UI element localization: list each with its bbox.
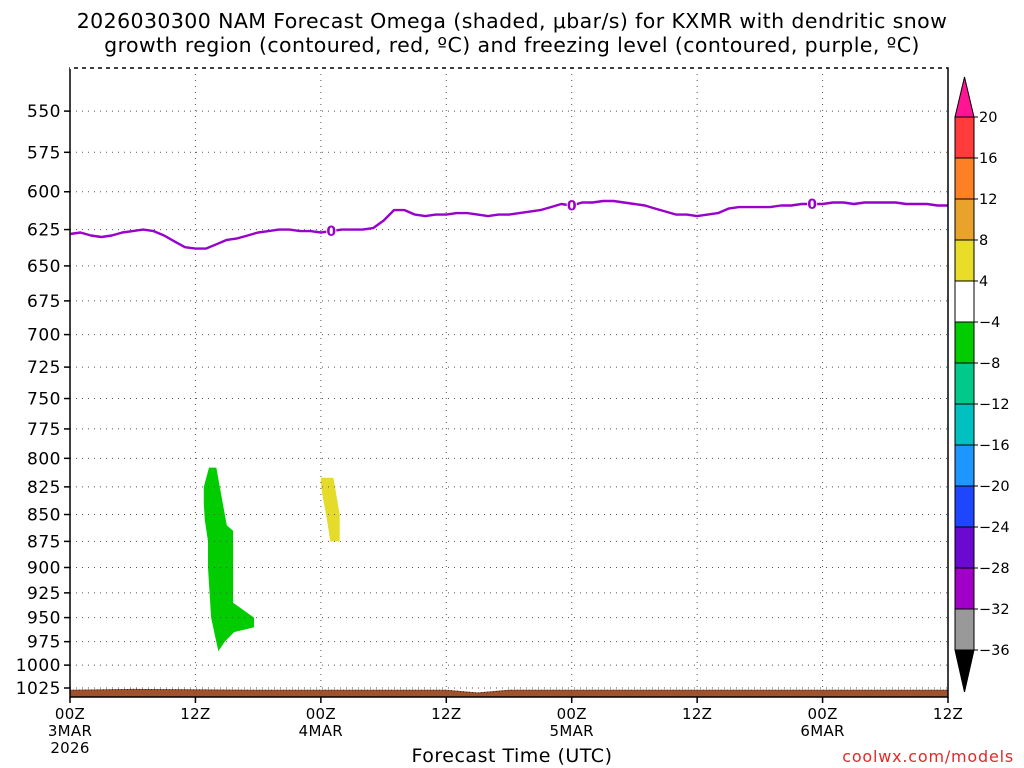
chart-title-line-1: 2026030300 NAM Forecast Omega (shaded, μ… <box>76 9 948 33</box>
colorbar-box-9 <box>954 444 975 487</box>
x-tick-label-h48-0: 00Z <box>557 705 587 723</box>
x-tick-label-h36-0: 12Z <box>431 705 461 723</box>
colorbar-top-arrow <box>954 76 975 118</box>
colorbar-box-8 <box>954 403 975 446</box>
omega-shaded-region-1 <box>203 467 254 652</box>
colorbar-label-1: 16 <box>979 151 997 167</box>
x-tick-label-h60-0: 12Z <box>682 705 712 723</box>
x-tick-label-h12-0: 12Z <box>180 705 210 723</box>
y-tick-label-700: 700 <box>27 326 61 346</box>
y-tick-label-775: 775 <box>27 420 61 440</box>
colorbar-label-3: 8 <box>979 233 988 249</box>
x-tick-label-h72-1: 6MAR <box>800 722 844 740</box>
y-tick-label-875: 875 <box>27 532 61 552</box>
x-tick-label-h0-1: 3MAR <box>48 722 92 740</box>
colorbar-box-12 <box>954 567 975 610</box>
colorbar-label-2: 12 <box>979 192 997 208</box>
colorbar-label-9: −20 <box>979 479 1010 495</box>
y-tick-label-950: 950 <box>27 609 61 629</box>
colorbar-box-5 <box>954 280 975 323</box>
y-tick-label-650: 650 <box>27 257 61 277</box>
colorbar-box-4 <box>954 239 975 282</box>
y-tick-label-625: 625 <box>27 221 61 241</box>
freezing-level-label-bg <box>566 199 577 212</box>
colorbar-box-1 <box>954 116 975 159</box>
x-tick-label-h24-1: 4MAR <box>299 722 343 740</box>
y-tick-label-600: 600 <box>27 183 61 203</box>
x-tick-label-h0-2: 2026 <box>50 739 89 757</box>
omega-shaded-region-2 <box>320 477 340 542</box>
y-tick-label-825: 825 <box>27 478 61 498</box>
freezing-level-line <box>69 199 948 250</box>
colorbar-label-0: 20 <box>979 110 997 126</box>
freezing-level-label: 0 <box>567 199 577 215</box>
colorbar-label-12: −32 <box>979 602 1010 618</box>
source-credit: coolwx.com/models <box>842 747 1014 766</box>
colorbar-label-11: −28 <box>979 561 1010 577</box>
colorbar-bottom-arrow <box>954 649 975 693</box>
y-tick-label-975: 975 <box>27 633 61 653</box>
colorbar-label-7: −12 <box>979 397 1010 413</box>
y-tick-label-1000: 1000 <box>16 656 61 676</box>
freezing-level-label: 0 <box>807 197 817 213</box>
colorbar-box-10 <box>954 485 975 528</box>
x-tick-label-h0-0: 00Z <box>55 705 85 723</box>
y-tick-label-750: 750 <box>27 390 61 410</box>
y-tick-label-1025: 1025 <box>16 679 61 699</box>
x-tick-label-h24-0: 00Z <box>306 705 336 723</box>
x-tick-label-h84-0: 12Z <box>933 705 963 723</box>
y-tick-label-850: 850 <box>27 506 61 526</box>
y-tick-label-550: 550 <box>27 102 61 122</box>
x-tick-label-h48-1: 5MAR <box>550 722 594 740</box>
freezing-level-label: 0 <box>326 224 336 240</box>
y-tick-label-800: 800 <box>27 449 61 469</box>
colorbar-box-2 <box>954 157 975 200</box>
colorbar-label-13: −36 <box>979 643 1010 659</box>
x-axis-label: Forecast Time (UTC) <box>411 745 613 767</box>
freezing-level-label-bg <box>807 198 818 211</box>
plot-area: 0 0 0 <box>69 67 949 698</box>
colorbar-box-11 <box>954 526 975 569</box>
colorbar: 20 16 12 8 4 −4 −8 −12 −16 −20 −24 −28 −32 −36 <box>954 76 1010 693</box>
freezing-level-label-bg <box>326 225 337 238</box>
y-tick-label-725: 725 <box>27 358 61 378</box>
colorbar-label-10: −24 <box>979 520 1010 536</box>
colorbar-box-7 <box>954 362 975 405</box>
plot-frame <box>69 67 949 698</box>
y-tick-label-900: 900 <box>27 558 61 578</box>
y-axis: 550 575 600 625 650 675 700 725 750 775 800 825 850 8… <box>16 102 70 699</box>
colorbar-label-6: −8 <box>979 356 1000 372</box>
colorbar-label-8: −16 <box>979 438 1010 454</box>
colorbar-box-13 <box>954 608 975 651</box>
colorbar-box-3 <box>954 198 975 241</box>
y-tick-label-925: 925 <box>27 584 61 604</box>
y-tick-label-575: 575 <box>27 143 61 163</box>
x-tick-label-h72-0: 00Z <box>807 705 837 723</box>
colorbar-label-5: −4 <box>979 315 1000 331</box>
colorbar-label-4: 4 <box>979 274 988 290</box>
y-tick-label-675: 675 <box>27 292 61 312</box>
terrain-band <box>70 688 948 697</box>
chart-title-line-2: growth region (contoured, red, ºC) and f… <box>104 33 920 57</box>
colorbar-box-6 <box>954 321 975 364</box>
